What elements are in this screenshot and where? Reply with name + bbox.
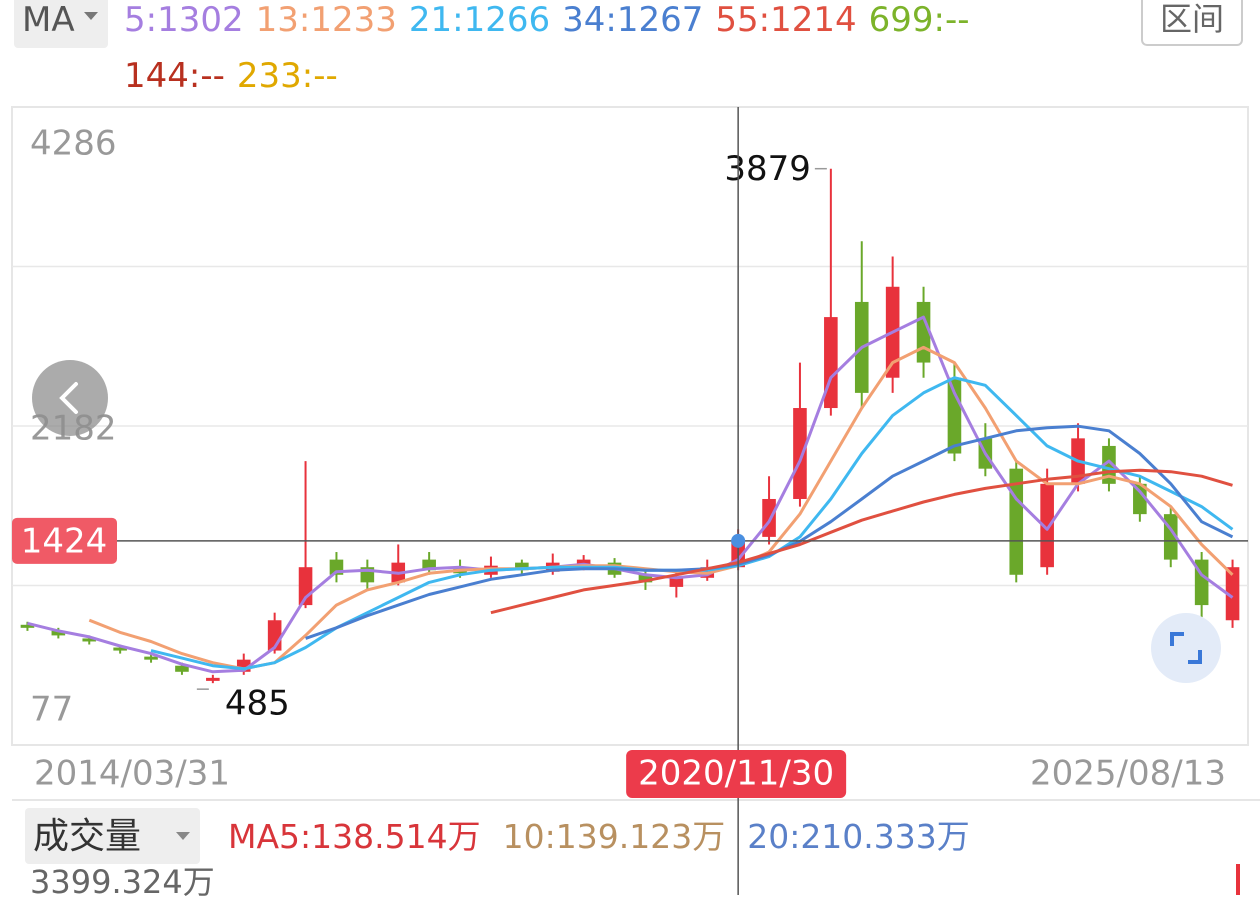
candle-body (638, 574, 653, 583)
candle (885, 256, 900, 393)
min-label: 485 (225, 684, 290, 724)
candle-body (669, 577, 684, 587)
range-button[interactable]: 区间 (1141, 0, 1243, 46)
volume-legend-entry: 20:210.333万 (747, 817, 970, 856)
candle (1225, 559, 1240, 628)
candle-body (1102, 445, 1116, 484)
candle (422, 552, 436, 575)
candle (1102, 438, 1116, 492)
back-button-bg (32, 360, 108, 436)
crosshair-price-label: 1424 (21, 521, 108, 561)
candle-body (762, 498, 776, 537)
candle-body (422, 559, 436, 571)
candle (793, 362, 807, 507)
candle (484, 556, 498, 578)
legend-entry: 233:-- (236, 56, 338, 96)
back-button[interactable] (32, 360, 108, 436)
volume-legend-entry: MA5:138.514万 (228, 817, 481, 856)
candle-body (1040, 483, 1054, 568)
x-start-label: 2014/03/31 (34, 754, 230, 794)
y-tick-label: 77 (30, 690, 73, 730)
fullscreen-icon (1170, 632, 1202, 664)
candle-body (20, 624, 35, 628)
crosshair-price-box (12, 517, 117, 564)
crosshair-point (731, 533, 746, 548)
candle (298, 461, 313, 609)
candle (206, 674, 220, 684)
candle-body (175, 665, 189, 672)
volume-legend: MA5:138.514万 10:139.123万 20:210.333万 (228, 808, 970, 866)
candle (1194, 552, 1209, 618)
back-icon (59, 382, 78, 414)
y-tick-label: 4286 (30, 124, 117, 164)
max-label: 3879 (724, 149, 811, 189)
legend-entry: 34:1267 (562, 0, 704, 40)
candle-body (793, 408, 807, 499)
candle-body (206, 677, 220, 681)
candle-body (1133, 483, 1147, 515)
candle-body (144, 656, 158, 660)
candle-body (515, 562, 529, 571)
candle-body (1225, 567, 1240, 621)
legend-entry: 5:1302 (124, 0, 244, 40)
candle-body (82, 638, 97, 642)
crosshair-date-box (626, 750, 847, 798)
fullscreen-button-bg (1151, 613, 1221, 683)
candle (391, 544, 406, 586)
volume-button[interactable]: 成交量 (25, 808, 200, 864)
volume-legend-entry: 10:139.123万 (502, 817, 726, 856)
legend-entry: 144:-- (124, 56, 225, 96)
ma-button[interactable]: MA (14, 0, 108, 48)
candle (978, 423, 993, 477)
legend-entry: 21:1266 (408, 0, 551, 40)
ma-line (27, 315, 1234, 674)
fullscreen-button[interactable] (1151, 613, 1221, 683)
candle-body (113, 647, 127, 651)
candle (329, 552, 344, 583)
volume-bar-edge (1236, 864, 1240, 895)
legend-entry: 13:1233 (255, 0, 397, 40)
legend-entry: 55:1214 (715, 0, 857, 40)
volume-max-label: 3399.324万 (30, 863, 215, 901)
candle-body (51, 630, 66, 636)
ma-line (490, 468, 1233, 615)
crosshair-date-label: 2020/11/30 (638, 754, 834, 794)
candle (1040, 468, 1054, 575)
ma-line (150, 376, 1234, 671)
candle (1009, 461, 1024, 583)
ma-legend: 5:1302 13:1233 21:1266 34:1267 55:1214 699:--… (124, 0, 1004, 104)
legend-entry: 699:-- (868, 0, 970, 40)
x-end-label: 2025/08/13 (1030, 754, 1226, 794)
